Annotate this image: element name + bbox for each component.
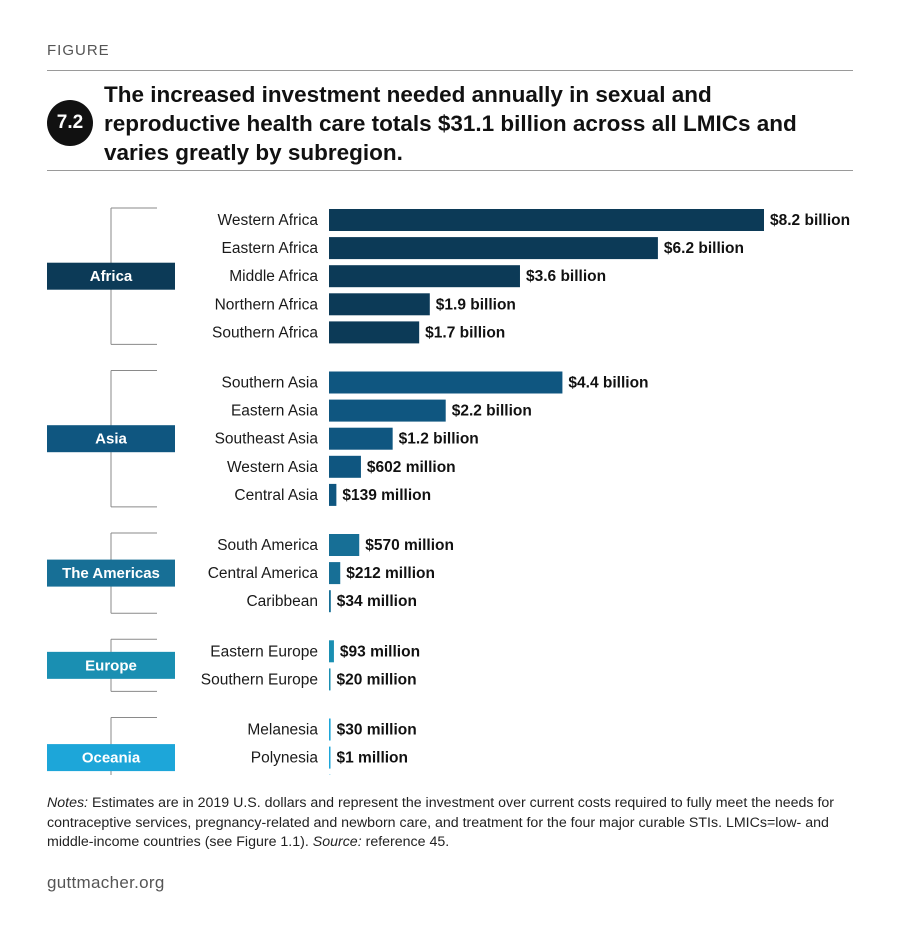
category-label: Central Asia — [234, 487, 318, 504]
value-label: $34 million — [337, 593, 417, 610]
bar-south-america — [329, 534, 360, 556]
value-label: $139 million — [342, 487, 431, 504]
group-label-box-the-americas — [47, 559, 175, 587]
figure-number-badge: 7.2 — [47, 100, 93, 146]
value-label: $3.6 billion — [526, 268, 606, 285]
group-label-africa: Africa — [90, 268, 133, 285]
bar-polynesia — [329, 746, 331, 769]
value-label: $212 million — [346, 565, 435, 582]
value-label: $6.2 billion — [664, 240, 744, 257]
group-label-europe: Europe — [85, 657, 137, 674]
bar-middle-africa — [329, 265, 520, 288]
value-label: $30 million — [337, 722, 417, 739]
notes-text: Estimates are in 2019 U.S. dollars and r… — [47, 795, 835, 850]
category-label: Central America — [208, 565, 319, 582]
group-label-asia: Asia — [95, 431, 127, 448]
category-label: Western Africa — [217, 212, 318, 229]
category-label: Middle Africa — [229, 268, 318, 285]
bar-western-africa — [329, 209, 764, 231]
value-label: $2.2 billion — [452, 403, 532, 420]
group-label-box-africa — [47, 262, 175, 290]
bar-eastern-europe — [329, 640, 334, 663]
group-label-box-europe — [47, 651, 175, 679]
category-label: Polynesia — [251, 750, 319, 767]
value-label: $4.4 billion — [568, 375, 648, 392]
bar-southern-africa — [329, 321, 420, 344]
group-label-box-asia — [47, 425, 175, 453]
category-label: Northern Africa — [215, 296, 319, 313]
category-label: Eastern Africa — [222, 240, 319, 257]
value-label: $1.9 billion — [436, 296, 516, 313]
value-label: $1.7 billion — [425, 324, 505, 341]
category-label: Southern Asia — [221, 375, 318, 392]
bar-chart: Africa Western Africa $8.2 billion Eastern … — [47, 207, 850, 775]
category-label: Western Asia — [227, 459, 318, 476]
value-label: $1 million — [337, 750, 409, 767]
figure-label: FIGURE — [47, 42, 110, 59]
category-label: Melanesia — [247, 722, 318, 739]
bar-caribbean — [329, 590, 331, 613]
group-label-the-americas: The Americas — [62, 565, 160, 582]
value-label: $602 million — [367, 459, 456, 476]
category-label: South America — [217, 537, 318, 554]
figure-title: The increased investment needed annually… — [104, 82, 797, 165]
category-label: Eastern Europe — [210, 643, 318, 660]
value-label: $1.2 billion — [399, 431, 479, 448]
group-label-oceania: Oceania — [82, 750, 141, 767]
notes-label: Notes: — [47, 795, 89, 811]
bar-central-america — [329, 562, 341, 585]
value-label: $8.2 billion — [770, 212, 850, 229]
category-label: Southern Europe — [201, 671, 318, 688]
bar-southeast-asia — [329, 427, 393, 450]
bar-eastern-asia — [329, 399, 446, 422]
category-label: Eastern Asia — [231, 403, 318, 420]
category-label: Southern Africa — [212, 324, 318, 341]
value-label: $570 million — [365, 537, 454, 554]
bar-southern-asia — [329, 371, 563, 394]
group-label-box-oceania — [47, 744, 175, 772]
category-label: Caribbean — [246, 593, 318, 610]
title-divider — [47, 170, 853, 171]
top-divider — [47, 70, 853, 71]
bar-eastern-africa — [329, 237, 658, 260]
value-label: $93 million — [340, 643, 420, 660]
source-label: Source: — [312, 834, 362, 850]
notes: Notes: Estimates are in 2019 U.S. dollar… — [47, 794, 857, 853]
bar-melanesia — [329, 718, 331, 741]
value-label: $20 million — [337, 671, 417, 688]
bar-central-asia — [329, 483, 337, 506]
bar-southern-europe — [329, 668, 331, 691]
bar-western-asia — [329, 455, 361, 478]
source-text: reference 45. — [361, 834, 450, 850]
bar-northern-africa — [329, 293, 430, 316]
category-label: Southeast Asia — [215, 431, 319, 448]
footer-url[interactable]: guttmacher.org — [47, 873, 165, 892]
